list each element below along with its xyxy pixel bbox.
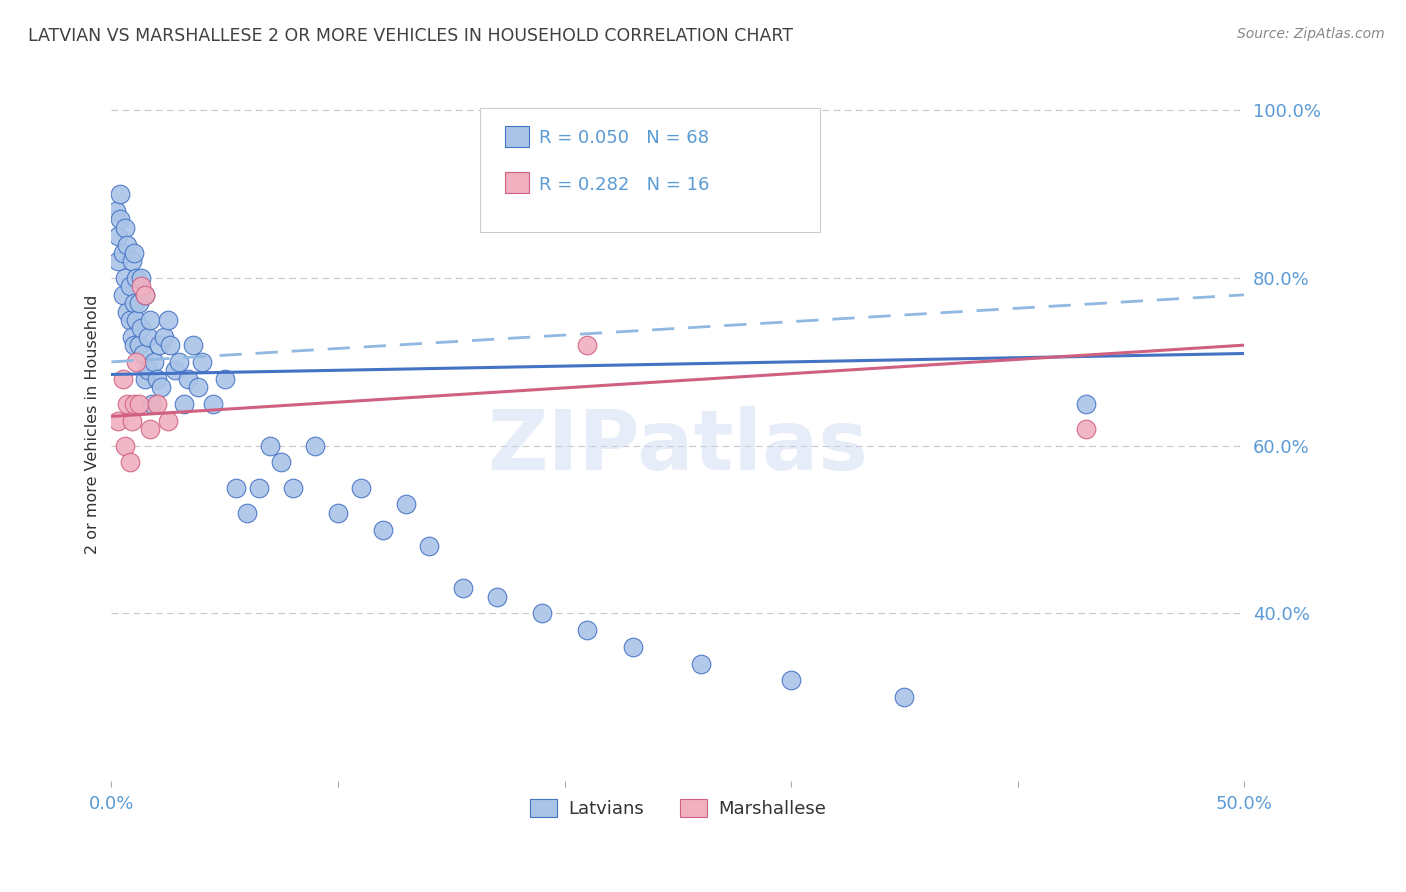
Point [107,254,129,268]
Point [134,372,156,386]
Point [173,397,195,411]
Point [111,288,134,302]
Text: Source: ZipAtlas.com: Source: ZipAtlas.com [1237,27,1385,41]
Text: ZIPatlas: ZIPatlas [488,406,869,487]
Point [122,296,145,310]
Point [143,355,166,369]
Point [177,372,200,386]
Point [128,296,150,310]
Point [1074,397,1097,411]
Point [111,372,134,386]
Point [145,372,167,386]
Point [128,397,150,411]
Point [191,355,214,369]
Point [152,330,174,344]
Point [150,380,173,394]
Point [121,254,143,268]
Point [121,330,143,344]
Point [225,481,247,495]
Point [136,330,159,344]
Point [114,271,136,285]
Point [373,523,395,537]
Point [141,397,163,411]
Point [122,397,145,411]
Point [114,220,136,235]
Point [121,413,143,427]
Point [148,338,170,352]
Point [117,304,139,318]
Point [125,313,148,327]
Point [621,640,644,654]
Point [186,380,208,394]
Point [132,346,155,360]
Point [259,439,281,453]
Point [281,481,304,495]
Point [418,539,440,553]
FancyBboxPatch shape [505,172,530,194]
Point [107,413,129,427]
Text: R = 0.282   N = 16: R = 0.282 N = 16 [538,176,709,194]
Point [118,313,141,327]
Point [304,439,326,453]
Point [214,372,236,386]
Point [110,187,132,202]
Point [576,338,599,352]
Point [451,581,474,595]
FancyBboxPatch shape [479,108,820,233]
Point [159,338,181,352]
Point [236,506,259,520]
Point [689,657,711,671]
Point [139,313,162,327]
Point [247,481,270,495]
Point [129,321,152,335]
Point [134,288,156,302]
Point [326,506,349,520]
Point [350,481,373,495]
Point [117,397,139,411]
Y-axis label: 2 or more Vehicles in Household: 2 or more Vehicles in Household [86,295,100,555]
Point [169,355,191,369]
Point [122,338,145,352]
Point [157,313,180,327]
Text: R = 0.050   N = 68: R = 0.050 N = 68 [538,129,709,147]
FancyBboxPatch shape [505,126,530,147]
Point [117,237,139,252]
Point [114,439,136,453]
Point [780,673,803,688]
Point [125,271,148,285]
Point [129,279,152,293]
Point [163,363,186,377]
Point [145,397,167,411]
Point [157,413,180,427]
Point [107,229,129,244]
Point [136,363,159,377]
Point [134,288,156,302]
Point [202,397,225,411]
Point [395,497,418,511]
Point [1074,422,1097,436]
Point [576,623,599,637]
Text: LATVIAN VS MARSHALLESE 2 OR MORE VEHICLES IN HOUSEHOLD CORRELATION CHART: LATVIAN VS MARSHALLESE 2 OR MORE VEHICLE… [28,27,793,45]
Point [485,590,508,604]
Point [118,455,141,469]
Point [125,355,148,369]
Point [118,279,141,293]
Point [181,338,204,352]
Point [128,338,150,352]
Point [122,246,145,260]
Point [530,607,553,621]
Point [111,246,134,260]
Point [110,212,132,227]
Point [129,271,152,285]
Point [893,690,915,705]
Point [104,204,127,219]
Legend: Latvians, Marshallese: Latvians, Marshallese [523,791,832,825]
Point [270,455,292,469]
Point [139,422,162,436]
